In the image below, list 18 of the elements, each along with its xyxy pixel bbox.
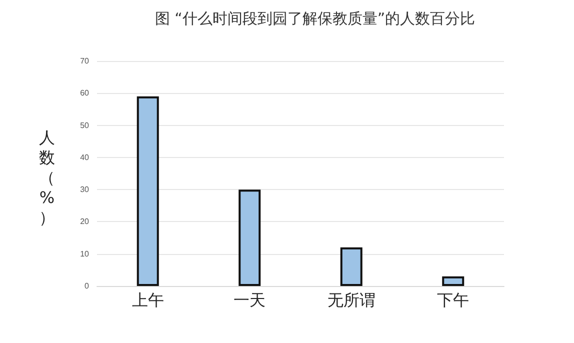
x-tick-label: 下午: [437, 290, 470, 310]
y-tick-label: 70: [80, 56, 90, 66]
y-tick-label: 20: [80, 217, 90, 226]
y-tick-label: 40: [80, 152, 90, 162]
y-tick-label: 30: [80, 185, 90, 194]
x-tick-label: 上午: [132, 290, 164, 310]
y-tick-label: 0: [84, 282, 90, 290]
x-tick-label: 一天: [234, 290, 266, 310]
chart-title: 图 “什么时间段到园了解保教质量”的人数百分比: [154, 10, 476, 28]
bar: [136, 96, 159, 286]
y-tick-label: 10: [80, 249, 90, 258]
y-axis-title: 人数（%）: [38, 128, 56, 228]
bar: [340, 247, 362, 286]
y-tick-label: 50: [80, 120, 90, 130]
y-tick-label: 60: [80, 88, 90, 98]
x-tick-label: 无所谓: [327, 290, 376, 310]
bar: [442, 276, 464, 286]
bar: [238, 190, 261, 286]
